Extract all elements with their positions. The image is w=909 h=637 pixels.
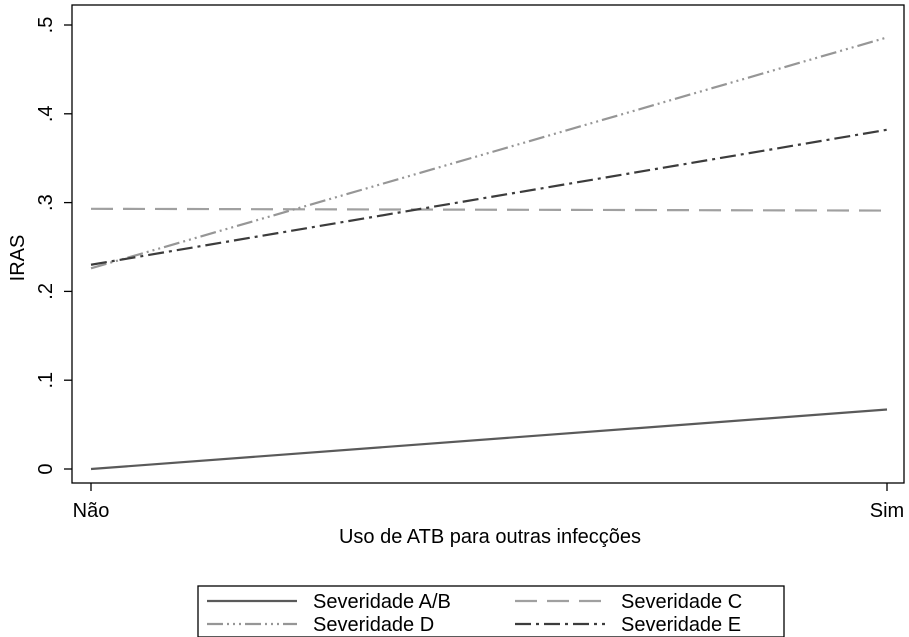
legend-label: Severidade C xyxy=(621,591,742,613)
series-line xyxy=(90,128,888,266)
x-tick-label: Não xyxy=(73,500,110,522)
legend-label: Severidade D xyxy=(313,614,434,636)
legend-label: Severidade E xyxy=(621,614,741,636)
series-line xyxy=(90,36,888,270)
plot-frame xyxy=(71,4,905,484)
series-line xyxy=(90,207,888,212)
y-axis-title: IRAS xyxy=(7,235,29,282)
series-layer xyxy=(90,36,888,471)
series-line xyxy=(90,408,888,471)
legend-box xyxy=(197,585,785,637)
x-axis: Não Sim xyxy=(73,483,904,522)
y-tick-label: .2 xyxy=(35,283,57,300)
y-tick-label: 0 xyxy=(35,463,57,474)
y-tick-label: .1 xyxy=(35,372,57,389)
x-tick-label: Sim xyxy=(870,500,904,522)
y-tick-label: .5 xyxy=(35,17,57,34)
y-tick-label: .3 xyxy=(35,194,57,211)
legend-label: Severidade A/B xyxy=(313,591,451,613)
x-axis-title: Uso de ATB para outras infecções xyxy=(339,526,641,548)
y-axis: 0 .1 .2 .3 .4 .5 xyxy=(35,17,72,475)
legend: Severidade A/B Severidade C Severidade D Se… xyxy=(207,591,742,636)
y-tick-label: .4 xyxy=(35,105,57,122)
